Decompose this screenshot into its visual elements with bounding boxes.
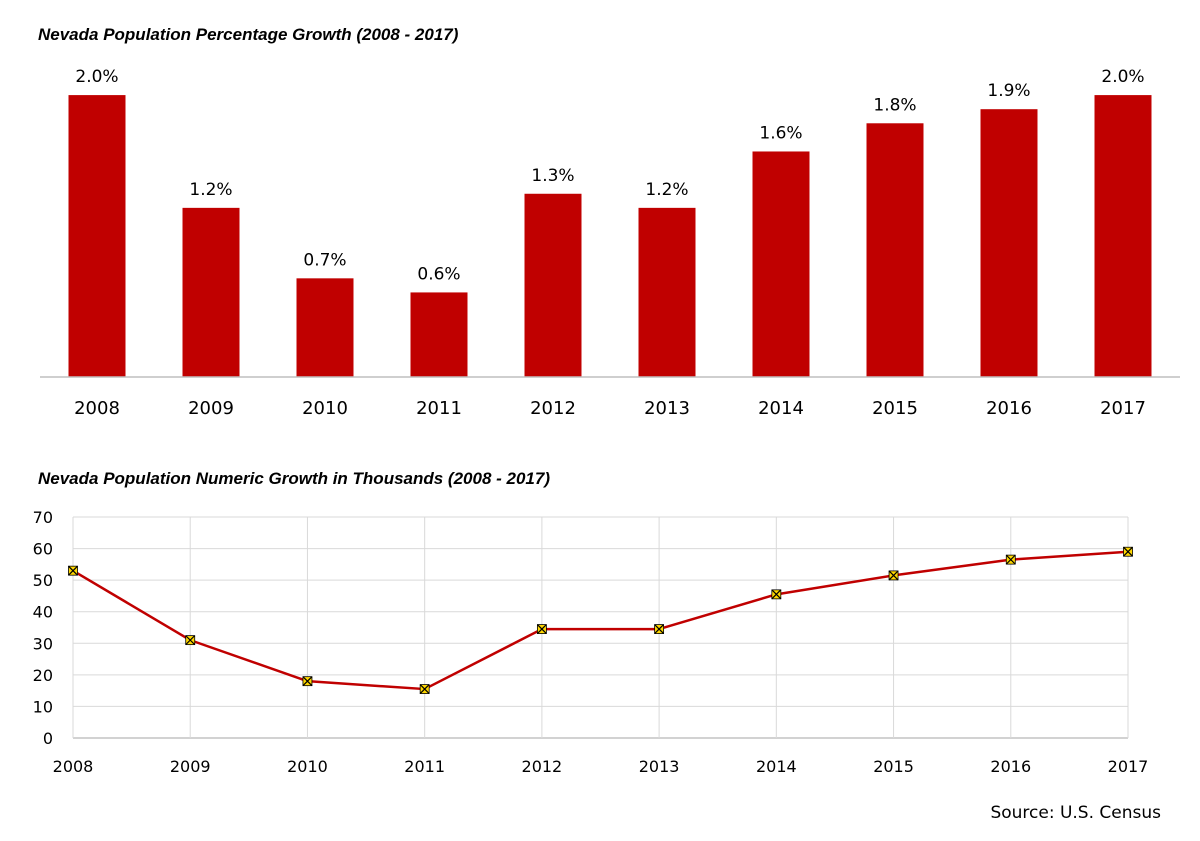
bar-2010 bbox=[296, 278, 354, 377]
bar-category-label-2016: 2016 bbox=[986, 398, 1032, 419]
line-point-cross bbox=[302, 676, 313, 687]
bar-data-label-2012: 1.3% bbox=[531, 166, 574, 186]
bar-2008 bbox=[68, 95, 126, 377]
bar-data-label-2014: 1.6% bbox=[759, 123, 802, 143]
line-y-tick-60: 60 bbox=[33, 540, 53, 559]
bar-data-label-2010: 0.7% bbox=[303, 250, 346, 270]
bar-2009 bbox=[182, 207, 240, 377]
bar-2014 bbox=[752, 151, 810, 377]
bar-data-label-2016: 1.9% bbox=[987, 81, 1030, 101]
bar-category-label-2017: 2017 bbox=[1100, 398, 1146, 419]
line-series-0 bbox=[72, 550, 1129, 691]
line-x-tick-2011: 2011 bbox=[404, 757, 445, 776]
line-point-2012 bbox=[536, 624, 547, 635]
line-point-2011 bbox=[419, 684, 430, 694]
line-x-tick-2014: 2014 bbox=[756, 757, 797, 776]
bar-2013 bbox=[638, 207, 696, 377]
line-chart-marks bbox=[68, 546, 1133, 694]
line-point-cross bbox=[536, 624, 547, 635]
line-y-tick-50: 50 bbox=[33, 571, 53, 590]
bar-data-label-2013: 1.2% bbox=[645, 180, 688, 200]
bar-category-label-2014: 2014 bbox=[758, 398, 804, 419]
line-point-cross bbox=[1123, 546, 1133, 557]
line-point-2016 bbox=[1005, 554, 1016, 565]
bar-data-label-2017: 2.0% bbox=[1101, 67, 1144, 87]
line-point-cross bbox=[419, 684, 430, 694]
line-point-cross bbox=[185, 635, 196, 646]
line-point-2017 bbox=[1123, 546, 1133, 557]
line-point-2009 bbox=[185, 635, 196, 646]
bar-data-label-2008: 2.0% bbox=[75, 67, 118, 87]
line-x-tick-2010: 2010 bbox=[287, 757, 328, 776]
line-x-tick-2015: 2015 bbox=[873, 757, 914, 776]
line-y-tick-40: 40 bbox=[33, 603, 53, 622]
bar-data-label-2011: 0.6% bbox=[417, 264, 460, 284]
bar-2011 bbox=[410, 292, 468, 377]
line-point-cross bbox=[654, 624, 665, 635]
line-chart: Nevada Population Numeric Growth in Thou… bbox=[33, 469, 1149, 776]
bar-data-label-2009: 1.2% bbox=[189, 180, 232, 200]
line-y-tick-20: 20 bbox=[33, 666, 53, 685]
line-x-tick-2009: 2009 bbox=[170, 757, 211, 776]
bar-category-label-2010: 2010 bbox=[302, 398, 348, 419]
bar-chart-title: Nevada Population Percentage Growth (200… bbox=[38, 25, 459, 44]
bar-data-label-2015: 1.8% bbox=[873, 95, 916, 115]
line-point-2010 bbox=[302, 676, 313, 687]
bar-category-label-2009: 2009 bbox=[188, 398, 234, 419]
line-y-tick-30: 30 bbox=[33, 634, 53, 653]
line-point-cross bbox=[1005, 554, 1016, 565]
line-chart-title: Nevada Population Numeric Growth in Thou… bbox=[38, 469, 550, 488]
bar-2017 bbox=[1094, 95, 1152, 377]
bar-category-label-2008: 2008 bbox=[74, 398, 120, 419]
line-point-cross bbox=[771, 589, 782, 600]
line-x-tick-2008: 2008 bbox=[53, 757, 94, 776]
source-note: Source: U.S. Census bbox=[990, 803, 1161, 823]
bar-2016 bbox=[980, 109, 1038, 377]
line-point-cross bbox=[888, 570, 899, 581]
bar-chart: Nevada Population Percentage Growth (200… bbox=[38, 25, 1180, 419]
line-y-tick-70: 70 bbox=[33, 508, 53, 527]
line-x-tick-2016: 2016 bbox=[990, 757, 1031, 776]
bar-2012 bbox=[524, 193, 582, 377]
line-y-tick-10: 10 bbox=[33, 697, 53, 716]
line-x-tick-2012: 2012 bbox=[522, 757, 563, 776]
line-chart-grid: 0 10 20 30 40 50 60 70 2008 2009 2010 2011 2012 2013 2… bbox=[33, 508, 1149, 776]
bar-category-label-2015: 2015 bbox=[872, 398, 918, 419]
line-point-2015 bbox=[888, 570, 899, 581]
line-y-tick-0: 0 bbox=[43, 729, 53, 748]
bar-category-label-2011: 2011 bbox=[416, 398, 462, 419]
line-point-2014 bbox=[771, 589, 782, 600]
line-x-tick-2013: 2013 bbox=[639, 757, 680, 776]
line-x-tick-2017: 2017 bbox=[1108, 757, 1149, 776]
bar-2015 bbox=[866, 123, 924, 378]
line-point-cross bbox=[68, 565, 78, 576]
line-point-2008 bbox=[68, 565, 78, 576]
bar-category-label-2013: 2013 bbox=[644, 398, 690, 419]
bar-chart-marks: 2.0% 2008 1.2% 2009 0.7% 2010 0.6% 2011 1.3% 2012… bbox=[68, 67, 1152, 419]
bar-category-label-2012: 2012 bbox=[530, 398, 576, 419]
line-point-2013 bbox=[654, 624, 665, 635]
